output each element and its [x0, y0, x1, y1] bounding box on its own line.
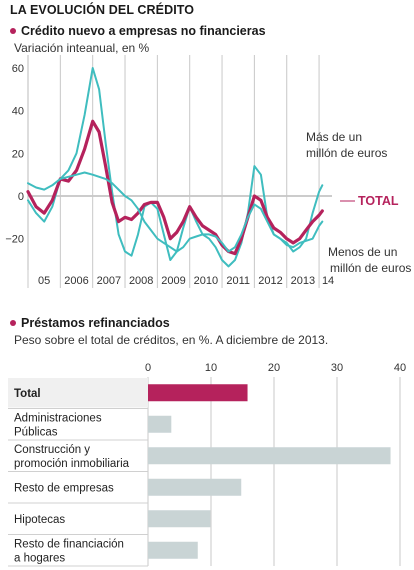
- category-label: Resto de empresas: [14, 482, 114, 494]
- x-tick-label: 2009: [161, 275, 185, 287]
- bullet-icon: [10, 28, 16, 34]
- bar: [148, 478, 242, 496]
- series-line-small: [27, 171, 324, 253]
- category-label-line1: Resto de financiación: [14, 538, 124, 550]
- page-title: LA EVOLUCIÓN DEL CRÉDITO: [10, 3, 195, 17]
- bar: [148, 415, 172, 433]
- line-section-title: Crédito nuevo a empresas no financieras: [10, 24, 266, 38]
- y-tick-label: 20: [12, 148, 24, 160]
- bar-section-title: Préstamos refinanciados: [10, 316, 170, 330]
- annotation-small-line2: millón de euros: [330, 261, 411, 275]
- y-tick-label: 40: [12, 106, 24, 118]
- category-label-line2: promoción inmobiliaria: [14, 458, 130, 470]
- line-section-subtitle: Variación inteanual, en %: [14, 41, 150, 55]
- category-label-line2: Públicas: [14, 426, 58, 438]
- annotation-small-line1: Menos de un: [328, 245, 397, 259]
- category-label-line1: Administraciones: [14, 412, 102, 424]
- x-tick-label: 2008: [129, 275, 153, 287]
- x-tick-label: 10: [205, 362, 217, 374]
- category-label: Total: [14, 388, 41, 400]
- bar-section-title-text: Préstamos refinanciados: [21, 316, 170, 330]
- y-tick-label: −20: [5, 234, 24, 246]
- category-label-line1: Construcción y: [14, 444, 90, 456]
- x-tick-label: 0: [145, 362, 151, 374]
- bar: [148, 510, 211, 528]
- category-label: Hipotecas: [14, 514, 65, 526]
- line-chart: −20 0 20 40 60 05 2006 2007 2008 2009 2010 2011 2012…: [5, 55, 411, 288]
- bar: [148, 541, 198, 559]
- total-row-highlight: [8, 378, 148, 408]
- x-tick-label: 05: [38, 275, 50, 287]
- x-tick-label: 2006: [64, 275, 88, 287]
- x-tick-label: 30: [331, 362, 343, 374]
- annotation-large-line1: Más de un: [306, 130, 362, 144]
- y-tick-label: 0: [18, 191, 24, 203]
- x-tick-label: 2011: [226, 275, 250, 287]
- x-tick-label: 14: [322, 275, 334, 287]
- x-tick-label: 20: [268, 362, 280, 374]
- series-line-total: [26, 119, 324, 256]
- category-label-line2: a hogares: [14, 552, 65, 564]
- x-tick-label: 40: [394, 362, 406, 374]
- x-tick-label: 2013: [291, 275, 315, 287]
- annotation-total: TOTAL: [358, 194, 399, 208]
- bullet-icon: [10, 320, 16, 326]
- x-tick-label: 2007: [97, 275, 121, 287]
- line-section-title-text: Crédito nuevo a empresas no financieras: [21, 24, 266, 38]
- x-tick-label: 2010: [194, 275, 218, 287]
- annotation-large-line2: millón de euros: [306, 146, 387, 160]
- bar-section-subtitle: Peso sobre el total de créditos, en %. A…: [14, 333, 329, 347]
- bar: [148, 447, 391, 465]
- y-tick-label: 60: [12, 63, 24, 75]
- x-tick-label: 2012: [258, 275, 282, 287]
- bar-total: [148, 384, 248, 402]
